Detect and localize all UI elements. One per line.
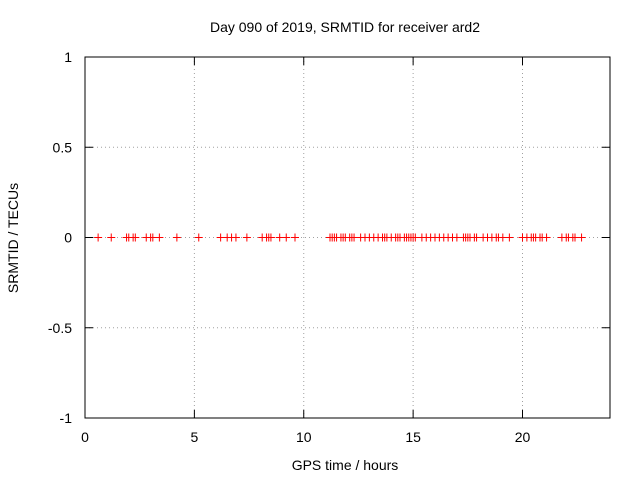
y-tick-label: -0.5	[48, 320, 72, 336]
x-tick-label: 5	[190, 429, 198, 445]
data-point	[107, 233, 116, 242]
x-tick-label: 10	[296, 429, 312, 445]
x-tick-label: 0	[81, 429, 89, 445]
x-tick-label: 20	[515, 429, 531, 445]
data-point	[282, 233, 291, 242]
data-points	[94, 233, 586, 242]
data-point	[242, 233, 251, 242]
y-axis-label: SRMTID / TECUs	[5, 183, 21, 293]
data-point	[194, 233, 203, 242]
chart-title: Day 090 of 2019, SRMTID for receiver ard…	[210, 19, 480, 35]
x-tick-label: 15	[405, 429, 421, 445]
y-tick-label: 0.5	[53, 139, 73, 155]
y-tick-label: 0	[64, 230, 72, 246]
data-point	[577, 233, 586, 242]
data-point	[266, 233, 275, 242]
data-point	[291, 233, 299, 242]
data-point	[131, 233, 140, 242]
y-tick-label: 1	[64, 49, 72, 65]
data-point	[505, 233, 514, 242]
x-axis-label: GPS time / hours	[292, 457, 399, 473]
y-tick-label: -1	[60, 410, 73, 426]
data-point	[172, 233, 181, 242]
axis-ticks: -1-0.500.510 5 10 15 20	[48, 49, 610, 445]
data-point	[231, 233, 240, 242]
data-point	[542, 233, 551, 242]
data-point	[94, 233, 103, 242]
data-point	[155, 233, 164, 242]
